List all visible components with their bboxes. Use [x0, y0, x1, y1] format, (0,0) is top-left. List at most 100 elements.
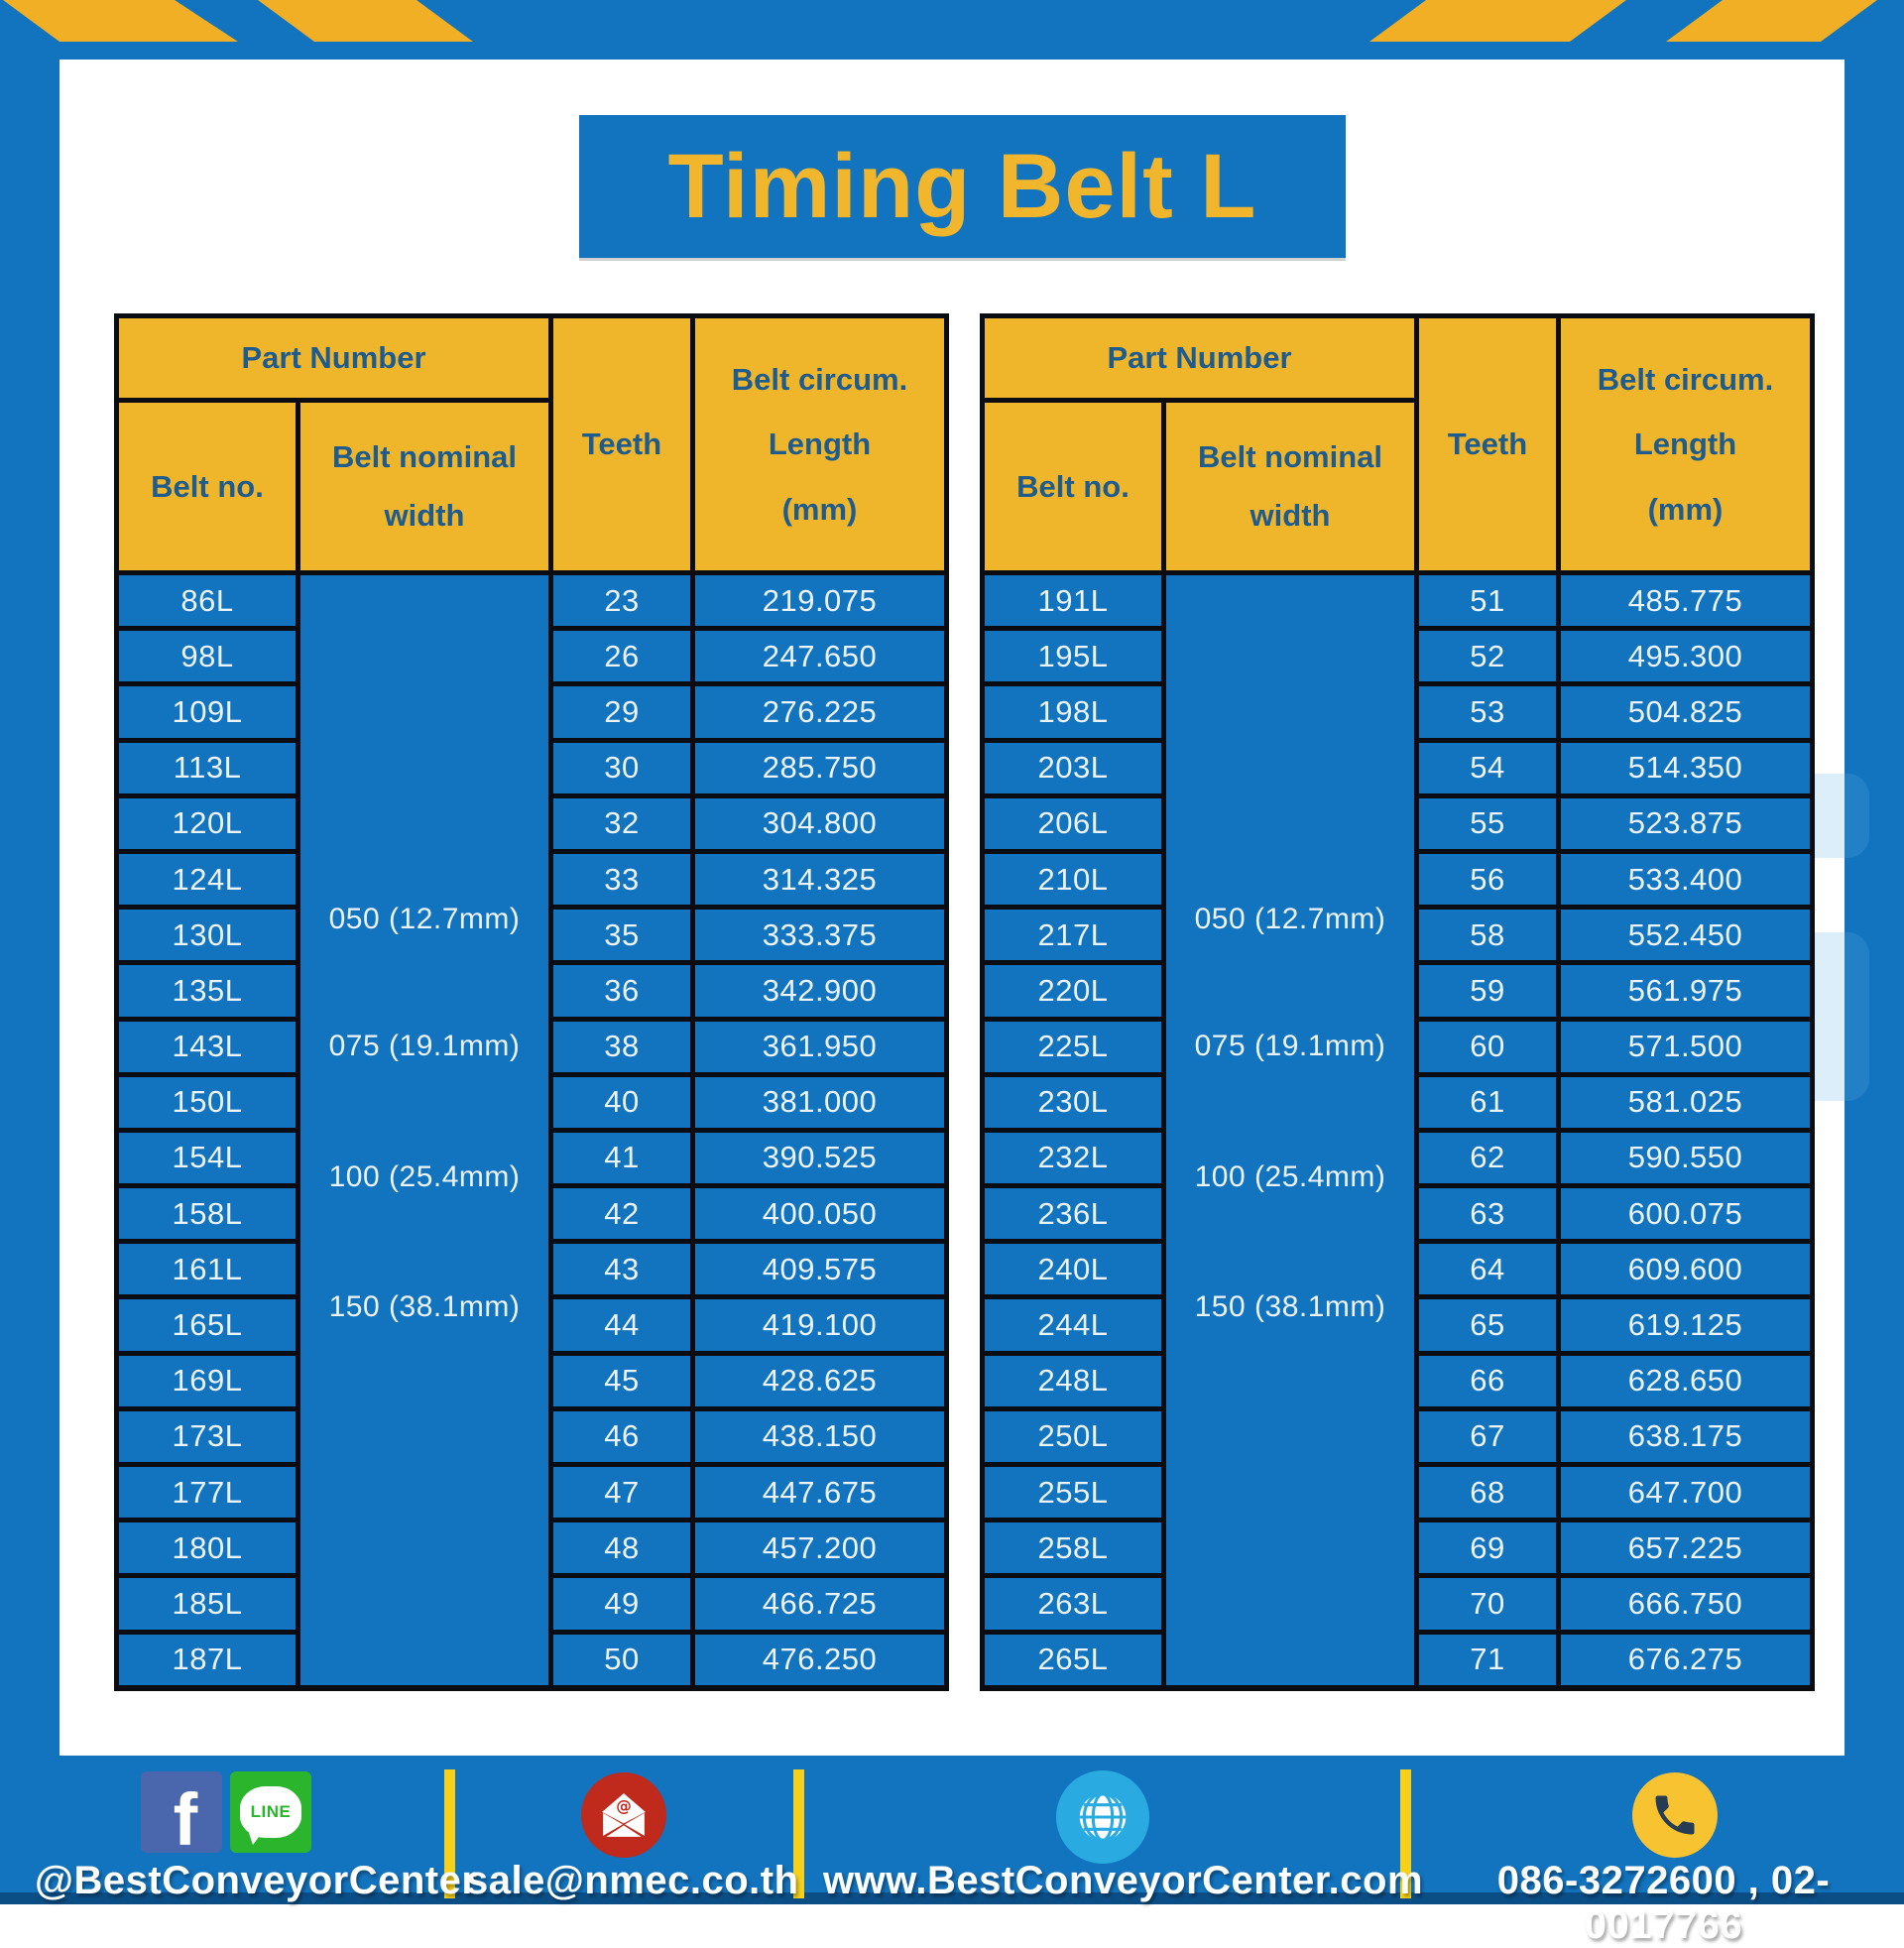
length-cell: 590.550	[1561, 1132, 1810, 1184]
teeth-cell: 44	[553, 1299, 690, 1351]
footer-band	[0, 1756, 1904, 1904]
teeth-cell: 52	[1419, 631, 1556, 682]
belt-width-label: 100 (25.4mm)	[1194, 1160, 1386, 1194]
length-cell: 304.800	[695, 797, 944, 849]
belt-no-cell: 198L	[985, 686, 1161, 738]
teeth-cell: 49	[553, 1578, 690, 1630]
belt-no-header: Belt no.	[119, 403, 296, 570]
belt-no-cell: 225L	[985, 1021, 1161, 1072]
belt-no-cell: 255L	[985, 1467, 1161, 1519]
teeth-cell: 69	[1419, 1522, 1556, 1574]
belt-no-cell: 210L	[985, 853, 1161, 906]
belt-no-header: Belt no.	[985, 403, 1161, 570]
teeth-cell: 64	[1419, 1244, 1556, 1295]
belt-no-cell: 248L	[985, 1355, 1161, 1406]
teeth-cell: 58	[1419, 910, 1556, 961]
teeth-cell: 56	[1419, 853, 1556, 906]
phone-handset-glyph	[1655, 1795, 1695, 1835]
length-cell: 381.000	[695, 1076, 944, 1128]
belt-no-cell: 195L	[985, 631, 1161, 682]
belt-no-cell: 244L	[985, 1299, 1161, 1351]
length-cell: 438.150	[695, 1410, 944, 1462]
length-cell: 676.275	[1561, 1634, 1810, 1685]
website-url: www.BestConveyorCenter.com	[823, 1859, 1424, 1902]
teeth-cell: 35	[553, 910, 690, 961]
length-cell: 552.450	[1561, 910, 1810, 961]
teeth-cell: 23	[553, 575, 690, 627]
length-cell: 628.650	[1561, 1355, 1810, 1406]
belt-width-merged-cell: 050 (12.7mm) 075 (19.1mm) 100 (25.4mm) 150 …	[1166, 575, 1414, 1685]
teeth-cell: 45	[553, 1355, 690, 1406]
length-cell: 333.375	[695, 910, 944, 961]
length-cell: 276.225	[695, 686, 944, 738]
belt-no-cell: 185L	[119, 1578, 296, 1630]
length-cell: 342.900	[695, 965, 944, 1017]
teeth-cell: 48	[553, 1522, 690, 1574]
length-cell: 666.750	[1561, 1578, 1810, 1630]
teeth-cell: 67	[1419, 1410, 1556, 1462]
page-title: Timing Belt L	[667, 135, 1257, 237]
length-cell: 609.600	[1561, 1244, 1810, 1295]
belt-no-cell: 120L	[119, 797, 296, 849]
length-cell: 647.700	[1561, 1467, 1810, 1519]
belt-width-label: 075 (19.1mm)	[328, 1030, 521, 1063]
length-cell: 476.250	[695, 1634, 944, 1685]
belt-nominal-width-header: Belt nominal width	[300, 403, 548, 570]
teeth-cell: 26	[553, 631, 690, 682]
teeth-header: Teeth	[1419, 318, 1556, 570]
teeth-cell: 66	[1419, 1355, 1556, 1406]
belt-width-label: 150 (38.1mm)	[328, 1290, 521, 1324]
belt-no-cell: 158L	[119, 1188, 296, 1240]
belt-no-cell: 217L	[985, 910, 1161, 961]
footer-divider	[1400, 1769, 1411, 1898]
timing-belt-table-left: Part Number Belt no. Belt nominal width Teet…	[114, 313, 949, 1691]
part-number-header: Part Number	[985, 318, 1414, 398]
length-cell: 361.950	[695, 1021, 944, 1072]
belt-no-cell: 191L	[985, 575, 1161, 627]
belt-no-cell: 206L	[985, 797, 1161, 849]
phone-icon	[1632, 1772, 1718, 1858]
teeth-cell: 70	[1419, 1578, 1556, 1630]
belt-no-cell: 109L	[119, 686, 296, 738]
facebook-handle: @BestConveyorCenter	[35, 1859, 478, 1902]
length-cell: 457.200	[695, 1522, 944, 1574]
email-address: sale@nmec.co.th	[466, 1859, 799, 1902]
length-cell: 514.350	[1561, 742, 1810, 793]
line-icon: LINE	[230, 1771, 311, 1853]
belt-no-cell: 86L	[119, 575, 296, 627]
length-cell: 219.075	[695, 575, 944, 627]
length-cell: 400.050	[695, 1188, 944, 1240]
length-cell: 409.575	[695, 1244, 944, 1295]
belt-no-cell: 177L	[119, 1467, 296, 1519]
length-cell: 247.650	[695, 631, 944, 682]
frame-left-border	[0, 0, 60, 1904]
belt-no-cell: 250L	[985, 1410, 1161, 1462]
teeth-cell: 42	[553, 1188, 690, 1240]
envelope-glyph: @	[602, 1793, 646, 1837]
belt-width-label: 050 (12.7mm)	[328, 902, 521, 935]
length-cell: 638.175	[1561, 1410, 1810, 1462]
length-cell: 504.825	[1561, 686, 1810, 738]
teeth-cell: 33	[553, 853, 690, 906]
teeth-cell: 60	[1419, 1021, 1556, 1072]
belt-circum-header: Belt circum. Length (mm)	[695, 318, 944, 570]
belt-circum-header: Belt circum. Length (mm)	[1561, 318, 1810, 570]
belt-no-cell: 230L	[985, 1076, 1161, 1128]
part-number-header: Part Number	[119, 318, 548, 398]
length-cell: 561.975	[1561, 965, 1810, 1017]
teeth-cell: 65	[1419, 1299, 1556, 1351]
belt-width-label: 075 (19.1mm)	[1194, 1030, 1386, 1063]
length-cell: 314.325	[695, 853, 944, 906]
length-cell: 533.400	[1561, 853, 1810, 906]
facebook-icon: f	[141, 1771, 222, 1853]
teeth-cell: 59	[1419, 965, 1556, 1017]
length-cell: 466.725	[695, 1578, 944, 1630]
phone-numbers: 086-3272600 , 02-0017766	[1496, 1859, 1831, 1947]
belt-width-label: 150 (38.1mm)	[1194, 1290, 1386, 1324]
teeth-cell: 38	[553, 1021, 690, 1072]
length-cell: 447.675	[695, 1467, 944, 1519]
belt-no-cell: 135L	[119, 965, 296, 1017]
belt-width-label: 050 (12.7mm)	[1194, 902, 1386, 935]
svg-text:@: @	[616, 1797, 632, 1815]
belt-no-cell: 263L	[985, 1578, 1161, 1630]
